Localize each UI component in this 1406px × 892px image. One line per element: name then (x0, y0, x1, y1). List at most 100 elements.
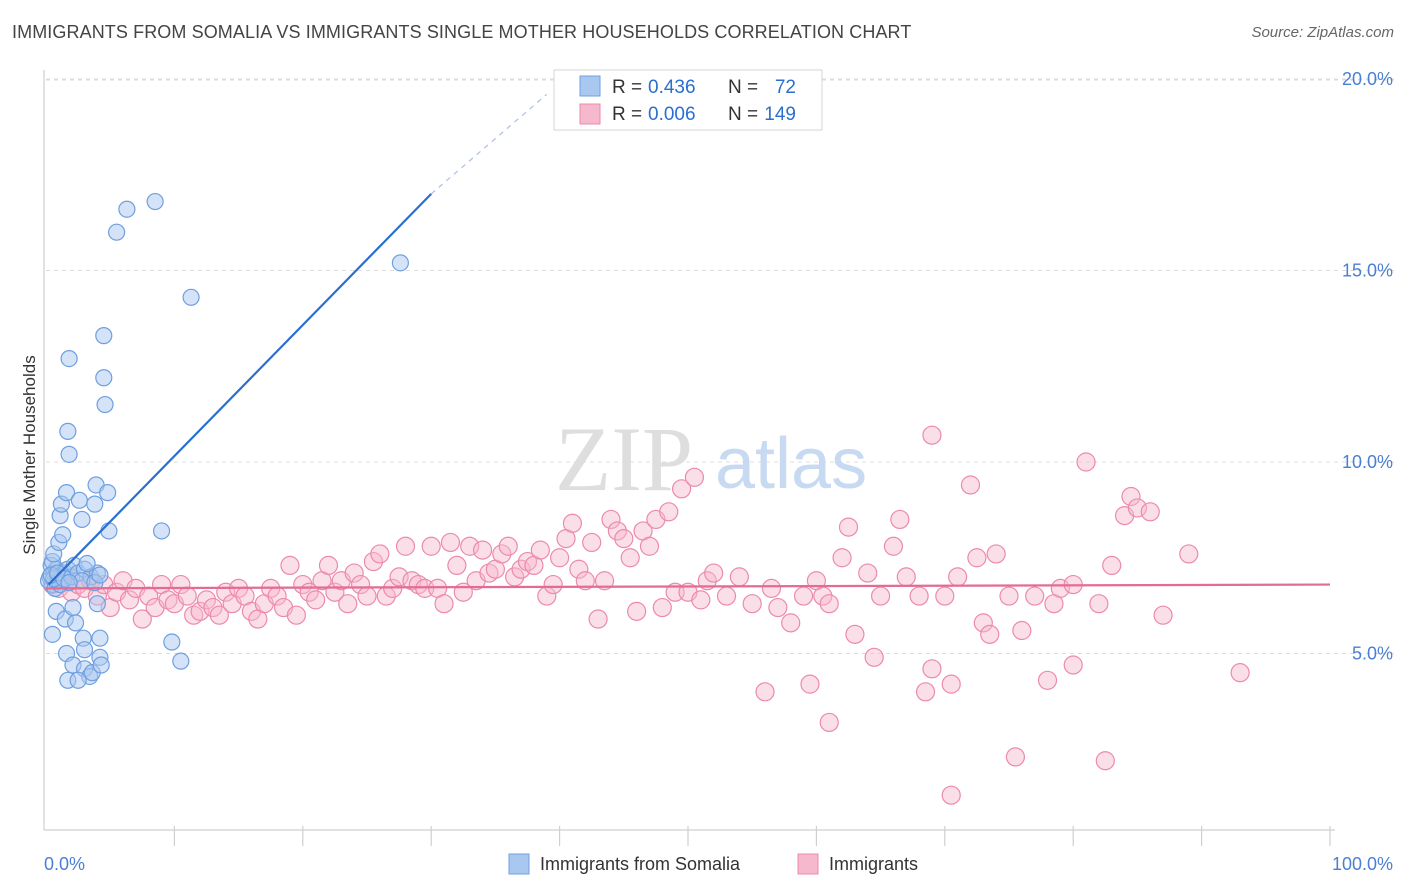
series-legend: Immigrants from Somalia Immigrants (508, 853, 918, 875)
immigrants-point (781, 613, 801, 633)
immigrants-point (395, 536, 416, 556)
immigrants-point (652, 597, 672, 618)
chart-title: IMMIGRANTS FROM SOMALIA VS IMMIGRANTS SI… (12, 22, 912, 42)
immigrants-point (318, 555, 339, 576)
somalia-point (43, 625, 62, 643)
immigrants-point (344, 563, 364, 583)
immigrants-point (755, 682, 775, 702)
immigrants-point (1025, 586, 1045, 606)
stats-legend: R = 0.436 N = 72 R = 0.006 N = 149 (553, 69, 823, 131)
immigrants-point (1127, 498, 1148, 518)
immigrants-point (1121, 486, 1141, 507)
immigrants-point (870, 586, 891, 606)
legend-r-value-2: 0.006 (648, 104, 696, 125)
immigrants-point (286, 605, 306, 625)
somalia-point (95, 369, 113, 387)
immigrants-point (421, 536, 441, 556)
somalia-point (60, 349, 78, 368)
immigrants-point (569, 559, 589, 579)
somalia-trend-extension (430, 93, 548, 195)
immigrants-point (941, 785, 961, 805)
immigrants-point (684, 467, 705, 487)
legend-n-value-1: 72 (775, 77, 796, 98)
immigrants-point (729, 567, 749, 587)
immigrants-point (1037, 670, 1058, 690)
immigrants-point (960, 475, 981, 495)
immigrants-point (511, 559, 531, 579)
x-tick-label: 100.0% (1332, 854, 1393, 874)
immigrants-point (280, 555, 300, 576)
legend-swatch-immigrants (579, 103, 601, 125)
series-legend-swatch-immigrants (797, 853, 819, 875)
somalia-point (66, 614, 85, 632)
immigrants-point (601, 509, 621, 530)
somalia-point (91, 629, 109, 647)
immigrants-trend-line (45, 583, 1331, 590)
immigrants-point (530, 540, 550, 560)
immigrants-point (196, 590, 217, 610)
immigrants-point (209, 605, 229, 625)
immigrants-point (864, 647, 884, 667)
legend-r-label-2: R = (612, 104, 642, 125)
immigrants-point (1076, 452, 1096, 472)
immigrants-point (607, 521, 627, 541)
somalia-point (88, 595, 106, 613)
immigrants-point (562, 513, 583, 533)
somalia-point (96, 395, 114, 414)
immigrants-point (800, 674, 820, 694)
somalia-point (70, 491, 88, 509)
legend-r-label-1: R = (612, 77, 642, 98)
immigrants-point (922, 425, 942, 445)
immigrants-point (1005, 747, 1026, 767)
immigrants-point (697, 571, 717, 591)
immigrants-point (620, 548, 640, 568)
immigrants-point (350, 574, 371, 595)
immigrants-point (447, 555, 467, 576)
series-legend-swatch-somalia (508, 853, 530, 875)
immigrants-point (1230, 663, 1250, 683)
immigrants-point (357, 586, 377, 606)
immigrants-point (793, 586, 814, 606)
source-credit: Source: ZipAtlas.com (1251, 24, 1394, 41)
immigrants-point (890, 509, 910, 530)
immigrants-point (967, 548, 987, 568)
immigrants-point (1089, 594, 1109, 614)
somalia-point (92, 656, 110, 674)
immigrants-point (935, 586, 955, 606)
immigrants-point (671, 479, 692, 499)
immigrants-point (1095, 751, 1115, 771)
somalia-point (54, 526, 72, 544)
somalia-point (95, 327, 113, 345)
immigrants-point (363, 551, 384, 572)
immigrants-point (999, 586, 1019, 606)
legend-r-value-1: 0.436 (648, 77, 696, 98)
somalia-point (172, 652, 190, 670)
somalia-point (108, 223, 126, 241)
series-legend-label-immigrants: Immigrants (829, 854, 918, 874)
immigrants-point (306, 590, 326, 610)
immigrants-point (1140, 502, 1160, 522)
somalia-point (59, 422, 77, 440)
immigrants-point (434, 594, 454, 614)
somalia-point (163, 633, 181, 651)
immigrants-point (909, 586, 929, 606)
immigrants-point (594, 571, 615, 591)
y-tick-label: 15.0% (1342, 261, 1393, 281)
immigrants-point (761, 578, 782, 598)
trend-lines (45, 93, 1331, 590)
immigrants-point (941, 674, 961, 694)
immigrants-point (1179, 544, 1199, 564)
immigrants-point (704, 563, 724, 583)
immigrants-point (1153, 605, 1173, 625)
legend-n-label-2: N = (728, 104, 758, 125)
immigrants-point (915, 682, 936, 702)
legend-swatch-somalia (579, 75, 601, 97)
immigrants-point (832, 548, 852, 568)
immigrants-point (440, 532, 461, 553)
somalia-point (152, 522, 171, 540)
immigrants-point (858, 563, 878, 583)
somalia-point (118, 200, 136, 218)
immigrants-point (492, 544, 512, 564)
immigrants-point (691, 590, 711, 610)
